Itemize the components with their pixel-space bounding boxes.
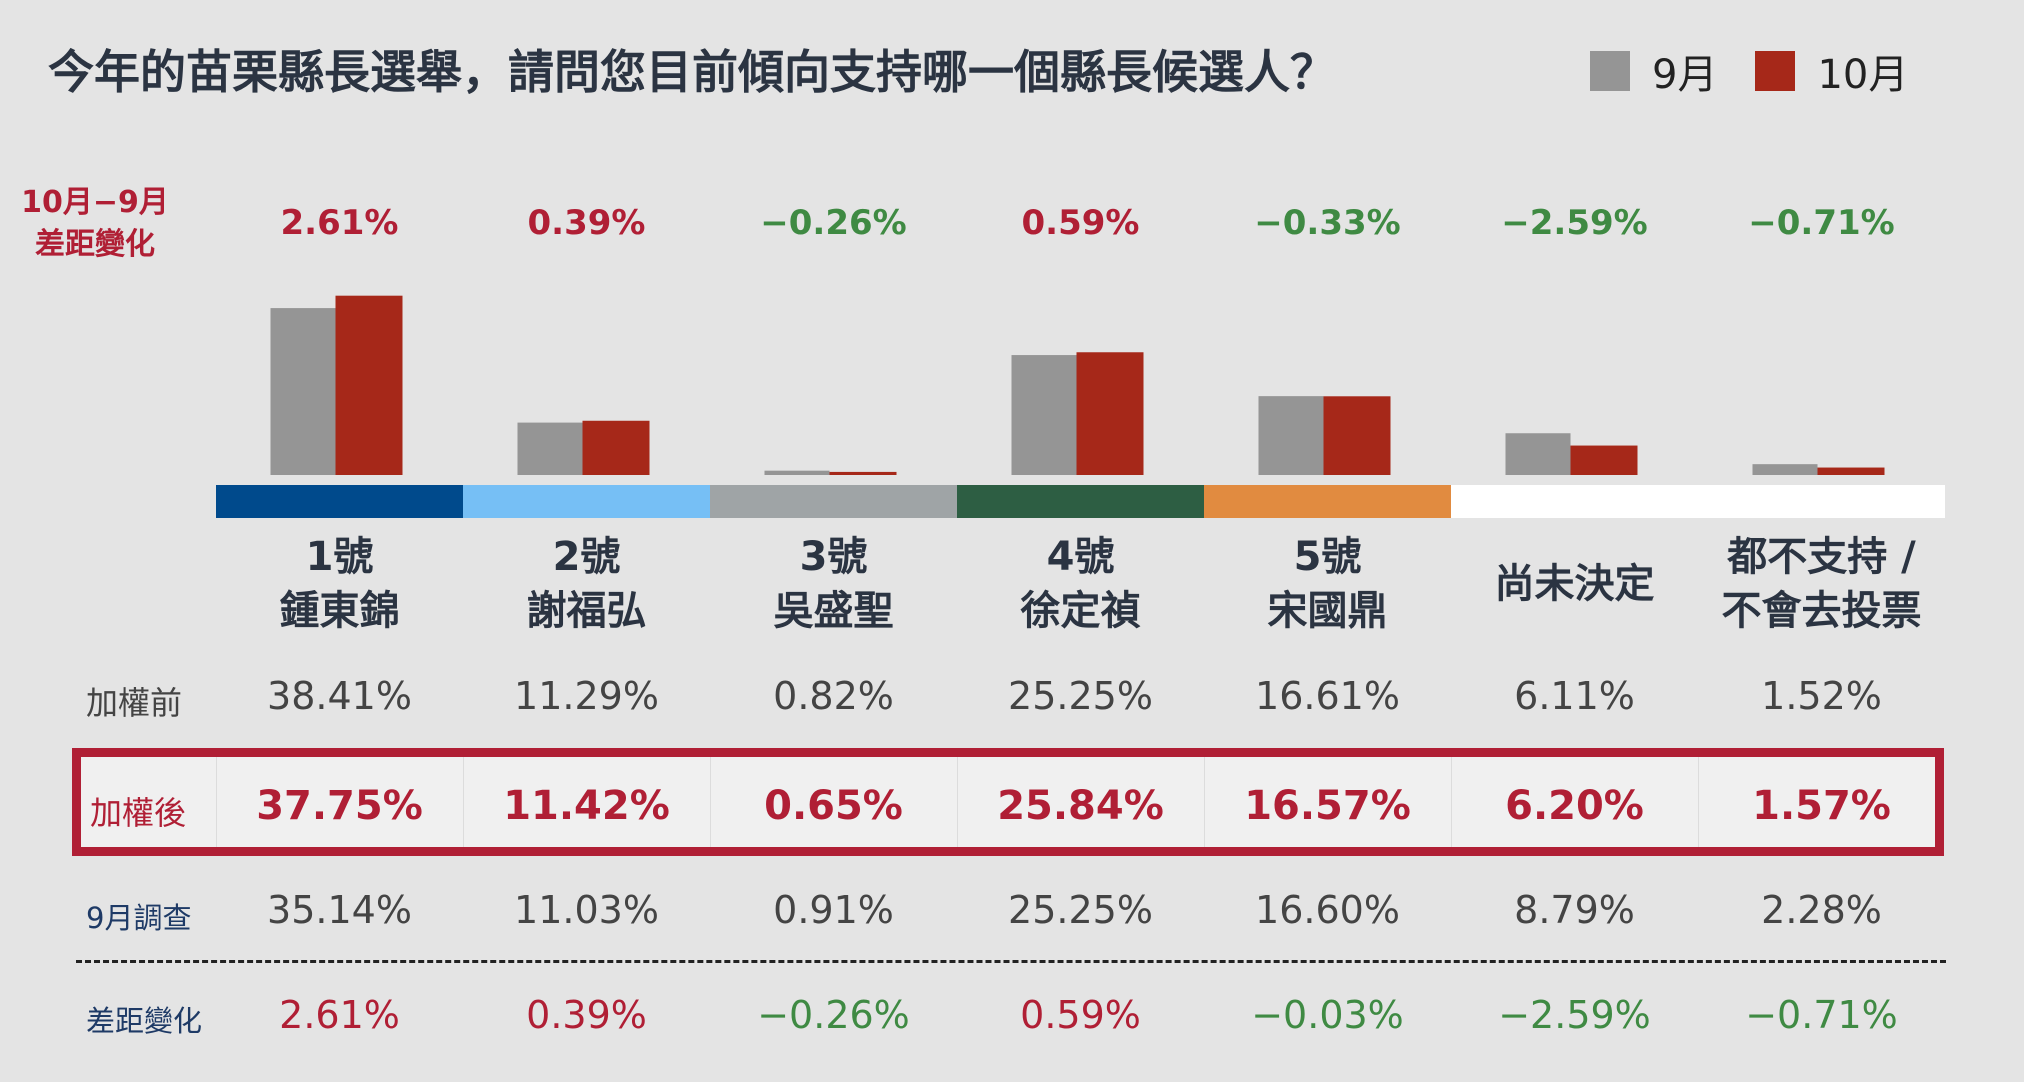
candidate-name-6: 尚未決定 (1452, 557, 1698, 611)
row-before-cell-1: 38.41% (267, 674, 412, 718)
row-before-cell-4: 25.25% (1008, 674, 1153, 718)
candidate-name-2: 2號謝福弘 (464, 530, 710, 638)
row-after-cell-6: 6.20% (1505, 783, 1644, 829)
top-diff-label-6: −2.59% (1501, 203, 1647, 243)
bar-sept-3 (764, 470, 830, 475)
row-label-before: 加權前 (86, 684, 183, 722)
diff-side-label: 10月−9月 差距變化 (20, 182, 170, 266)
legend-label-oct: 10月 (1817, 52, 1909, 98)
bar-oct-1 (335, 295, 403, 475)
row-diff-cell-6: −2.59% (1498, 993, 1651, 1037)
row-label-sept: 9月調查 (86, 901, 192, 935)
diff-side-label-line1: 10月−9月 (21, 185, 169, 220)
row-diff-cell-4: 0.59% (1020, 993, 1141, 1037)
chart-title: 今年的苗栗縣長選舉，請問您目前傾向支持哪一個縣長候選人？ (48, 45, 1336, 99)
row-sept-cell-3: 0.91% (773, 888, 894, 932)
candidate-name-1: 1號鍾東錦 (217, 530, 463, 638)
bar-oct-4 (1076, 352, 1144, 475)
row-sept-cell-7: 2.28% (1761, 888, 1882, 932)
row-sept-cell-4: 25.25% (1008, 888, 1153, 932)
bar-sept-2 (517, 422, 583, 475)
candidate-name-line2: 不會去投票 (1721, 588, 1922, 634)
row-after-cell-7: 1.57% (1752, 783, 1891, 829)
row-after-cell-3: 0.65% (764, 783, 903, 829)
candidate-name-4: 4號徐定禎 (958, 530, 1204, 638)
candidate-name-line1: 都不支持 / (1727, 534, 1916, 580)
bar-oct-5 (1323, 396, 1391, 475)
row-diff-cell-5: −0.03% (1251, 993, 1404, 1037)
legend-swatch-sept (1590, 51, 1630, 91)
row-sept-cell-5: 16.60% (1255, 888, 1400, 932)
candidate-color-band-2 (463, 485, 710, 518)
highlight-column-separator (957, 757, 958, 847)
candidate-color-band-6 (1451, 485, 1698, 518)
candidate-color-band-5 (1204, 485, 1451, 518)
row-sept-cell-2: 11.03% (514, 888, 659, 932)
row-diff-cell-1: 2.61% (279, 993, 400, 1037)
candidate-name-line2: 宋國鼎 (1267, 588, 1388, 634)
row-diff-cell-7: −0.71% (1745, 993, 1898, 1037)
row-diff-cell-3: −0.26% (757, 993, 910, 1037)
bar-sept-5 (1258, 396, 1324, 475)
legend-swatch-oct (1755, 51, 1796, 91)
weighted-highlight-box (72, 748, 1944, 856)
bar-oct-2 (582, 420, 650, 475)
candidate-name-line1: 4號 (1046, 534, 1115, 580)
bar-sept-1 (270, 308, 336, 475)
bar-chart: 2.61% 0.39% −0.26% 0.59% −0.33% −2.59% −0.71% (216, 203, 1945, 518)
bar-oct-3 (829, 471, 897, 475)
row-after-cell-2: 11.42% (503, 783, 670, 829)
candidate-name-line1: 3號 (799, 534, 868, 580)
row-sept-cell-6: 8.79% (1514, 888, 1635, 932)
row-diff-cell-2: 0.39% (526, 993, 647, 1037)
candidate-color-band-4 (957, 485, 1204, 518)
row-before-cell-2: 11.29% (514, 674, 659, 718)
row-before-cell-5: 16.61% (1255, 674, 1400, 718)
top-diff-label-3: −0.26% (760, 203, 906, 243)
candidate-name-line2: 徐定禎 (1020, 588, 1141, 634)
row-before-cell-7: 1.52% (1761, 674, 1882, 718)
row-label-diff: 差距變化 (86, 1004, 203, 1038)
candidate-name-line1: 5號 (1293, 534, 1362, 580)
candidate-name-line2: 鍾東錦 (279, 588, 400, 634)
dashed-divider (76, 960, 1946, 963)
candidate-name-line1: 尚未決定 (1494, 561, 1655, 607)
candidate-name-line2: 謝福弘 (526, 588, 647, 634)
candidate-name-3: 3號吳盛聖 (711, 530, 957, 638)
bar-sept-7 (1752, 464, 1818, 475)
bar-oct-7 (1817, 467, 1885, 475)
bar-sept-6 (1505, 433, 1571, 475)
top-diff-label-5: −0.33% (1254, 203, 1400, 243)
candidate-color-band-1 (216, 485, 463, 518)
row-before-cell-6: 6.11% (1514, 674, 1635, 718)
highlight-column-separator (1698, 757, 1699, 847)
highlight-column-separator (216, 757, 217, 847)
legend-label-sept: 9月 (1652, 52, 1718, 98)
row-label-after: 加權後 (90, 794, 187, 832)
bar-oct-6 (1570, 445, 1638, 475)
diff-side-label-line2: 差距變化 (35, 227, 155, 262)
candidate-name-5: 5號宋國鼎 (1205, 530, 1451, 638)
candidate-name-line1: 1號 (305, 534, 374, 580)
candidate-name-line2: 吳盛聖 (773, 588, 894, 634)
candidate-name-line1: 2號 (552, 534, 621, 580)
top-diff-label-7: −0.71% (1748, 203, 1894, 243)
legend: 9月 10月 (1590, 42, 1946, 100)
top-diff-label-2: 0.39% (528, 203, 646, 243)
highlight-column-separator (1451, 757, 1452, 847)
candidate-name-7: 都不支持 / 不會去投票 (1699, 530, 1945, 638)
top-diff-label-4: 0.59% (1022, 203, 1140, 243)
row-after-cell-4: 25.84% (997, 783, 1164, 829)
candidate-color-band-3 (710, 485, 957, 518)
highlight-column-separator (1204, 757, 1205, 847)
row-before-cell-3: 0.82% (773, 674, 894, 718)
highlight-column-separator (710, 757, 711, 847)
bar-sept-4 (1011, 355, 1077, 475)
row-sept-cell-1: 35.14% (267, 888, 412, 932)
candidate-color-band-7 (1698, 485, 1945, 518)
row-after-cell-1: 37.75% (256, 783, 423, 829)
highlight-column-separator (463, 757, 464, 847)
row-after-cell-5: 16.57% (1244, 783, 1411, 829)
top-diff-label-1: 2.61% (281, 203, 399, 243)
